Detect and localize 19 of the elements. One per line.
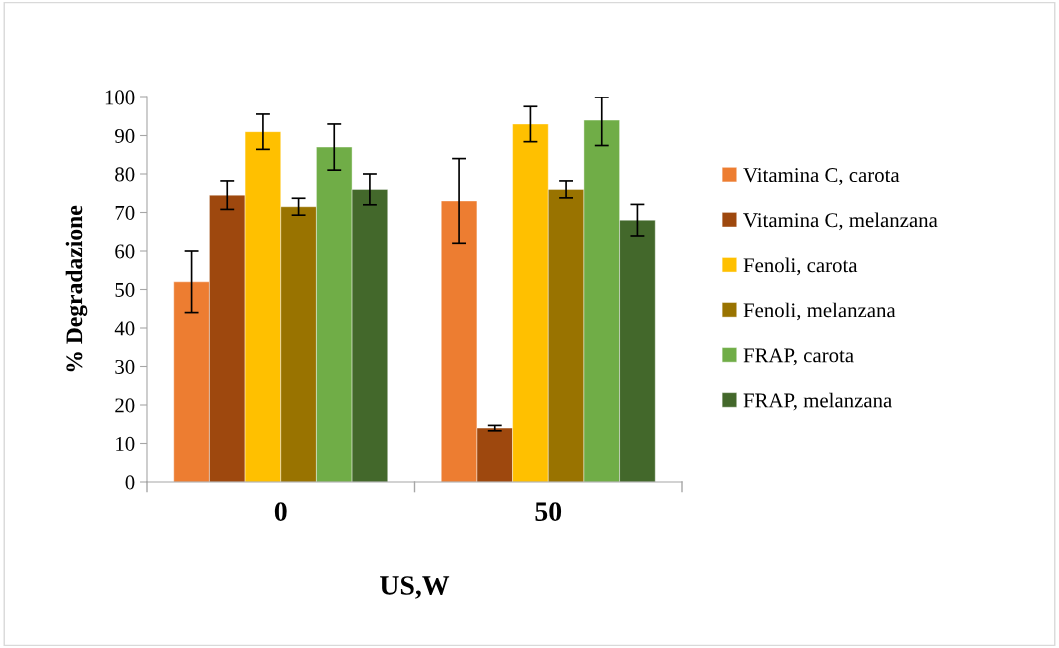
y-tick-label: 10 <box>116 436 135 451</box>
y-tick-label: 30 <box>115 359 135 374</box>
legend-label: Vitamina C, carota <box>743 168 900 186</box>
legend-label: FRAP, melanzana <box>743 392 892 411</box>
legend-label: Fenoli, carota <box>743 257 858 276</box>
y-tick-label: 20 <box>115 398 135 413</box>
x-axis-title: US,W <box>380 576 450 599</box>
y-tick-label: 0 <box>125 475 135 490</box>
y-tick-label: 100 <box>105 90 135 105</box>
y-tick-label: 60 <box>115 244 135 259</box>
y-axis-title: % Degradazione <box>65 205 88 372</box>
legend-label: FRAP, carota <box>743 348 854 366</box>
legend-label: Vitamina C, melanzana <box>743 212 938 231</box>
y-tick-label: 70 <box>115 205 135 220</box>
y-tick-label: 50 <box>115 282 135 297</box>
y-tick-label: 80 <box>115 167 135 182</box>
legend-label: Fenoli, melanzana <box>743 302 896 321</box>
y-tick-label: 40 <box>114 321 135 336</box>
y-tick-label: 90 <box>115 128 135 143</box>
